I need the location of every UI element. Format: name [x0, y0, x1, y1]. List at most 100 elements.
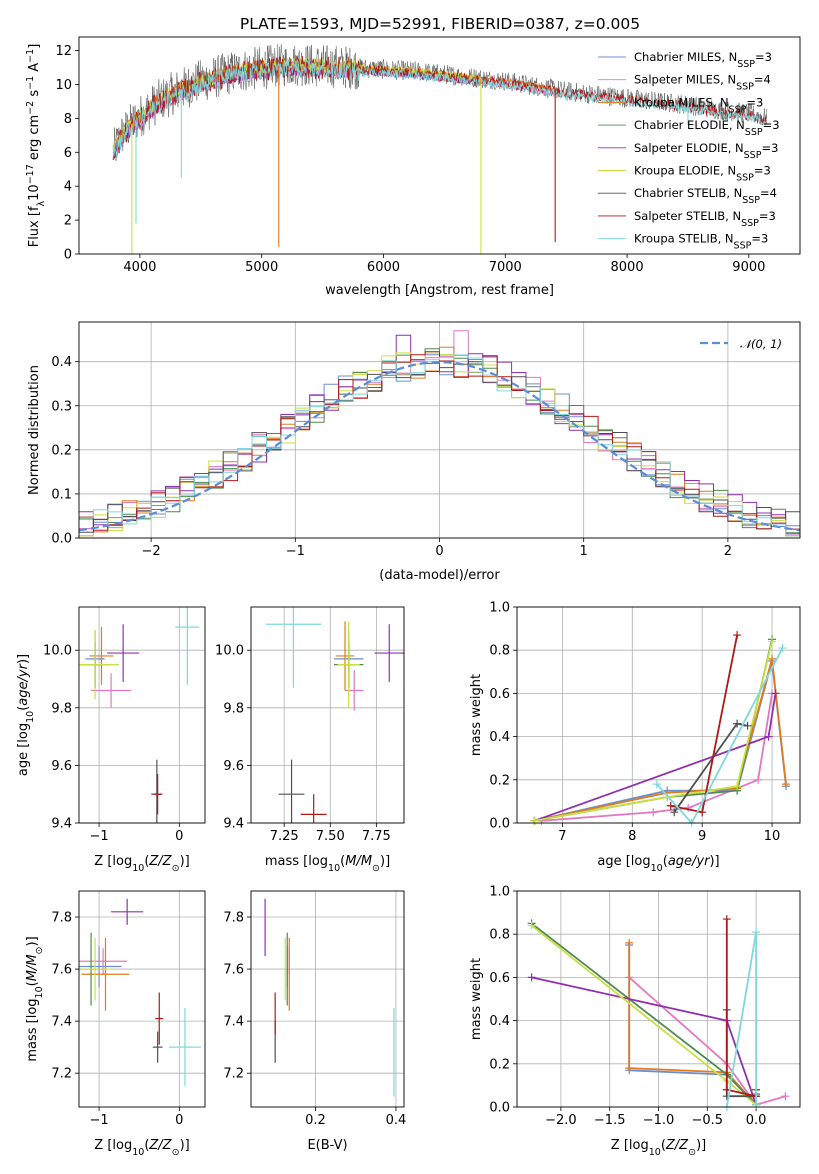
y-tick-label: 0.6 — [489, 971, 510, 986]
x-tick-label: −1 — [286, 544, 305, 559]
axes-spectrum: 4000 5000 6000 7000 8000 9000 0 2 4 6 8 10 12 wavelen… — [25, 44, 780, 298]
y-tick-label: 9.8 — [223, 701, 244, 716]
legend-label-part: SSP — [736, 172, 754, 183]
spectrum-line — [112, 58, 768, 158]
plus-marker — [649, 808, 658, 817]
x-tick-label: −1.5 — [594, 1113, 626, 1128]
x-tick-label: 0 — [175, 829, 183, 844]
y-tick-label: 0.2 — [489, 1057, 510, 1072]
legend-label-part: Chabrier ELODIE, N — [634, 118, 745, 132]
y-tick-label: 7.4 — [51, 1015, 72, 1030]
plus-marker — [752, 1100, 761, 1109]
legend-label: Chabrier MILES, NSSP=3 — [634, 50, 772, 70]
y-axis-label-part: −1 — [25, 49, 36, 63]
legend-label-part: =3 — [751, 232, 768, 246]
y-tick-label: 7.4 — [223, 1015, 244, 1030]
x-tick-label: 0 — [435, 544, 443, 559]
x-axis-label-part: ( — [144, 854, 149, 869]
x-axis-label-part: ( — [144, 1138, 149, 1153]
x-tick-label: 8000 — [611, 260, 644, 275]
x-axis-label: (data-model)/error — [379, 568, 500, 583]
legend-label: Salpeter STELIB, NSSP=3 — [634, 209, 776, 229]
legend-label: Salpeter MILES, NSSP=4 — [634, 73, 771, 93]
y-tick-label: 8 — [64, 112, 72, 127]
x-axis-label-part: Z/Z — [665, 1138, 689, 1153]
plus-marker — [527, 921, 536, 930]
y-tick-label: 12 — [55, 44, 72, 59]
y-tick-label: 2 — [64, 214, 72, 229]
legend-label-part: =3 — [759, 209, 776, 223]
age_vs_Z-frame — [78, 606, 206, 824]
series-line — [656, 647, 784, 823]
x-axis-label-part: )] — [180, 1138, 190, 1153]
y-tick-label: 0.8 — [489, 928, 510, 943]
y-tick-label: 7.8 — [223, 911, 244, 926]
x-tick-label: 0.0 — [746, 1113, 767, 1128]
x-tick-label: 4000 — [123, 260, 156, 275]
legend-label-part: Salpeter STELIB, N — [634, 209, 741, 223]
legend-label-part: =4 — [760, 186, 777, 200]
y-axis-label-part: ( — [25, 981, 40, 986]
x-tick-label: 7.25 — [270, 829, 299, 844]
axes-mass_vs_ebv: 0.2 0.4 7.2 7.4 7.6 7.8 E(B-V) — [223, 891, 406, 1153]
y-axis-label-part: M/M — [25, 954, 40, 981]
plus-marker — [666, 801, 675, 810]
y-axis-label-part: −1 — [25, 76, 36, 90]
legend-label-part: =3 — [754, 164, 771, 178]
y-axis-label-part: ( — [16, 706, 31, 711]
axes-age_vs_mass: 7.25 7.50 7.75 9.4 9.6 9.8 10.0 mass [log10(M/M… — [215, 607, 404, 874]
legend-label-part: SSP — [744, 149, 762, 160]
x-tick-label: 8 — [628, 829, 636, 844]
x-tick-label: 7000 — [489, 260, 522, 275]
x-tick-label: −1 — [89, 1113, 108, 1128]
y-axis-label-part: λ — [36, 200, 47, 206]
legend-label: Chabrier ELODIE, NSSP=3 — [634, 118, 780, 138]
plus-marker — [771, 689, 780, 698]
y-axis-label-part: ⊙ — [34, 947, 45, 955]
y-axis-label-part: erg cm — [27, 115, 42, 164]
legend-label-part: =3 — [761, 141, 778, 155]
plus-marker — [625, 938, 634, 947]
y-axis-label-part: 10 — [34, 986, 45, 998]
legend-label-part: SSP — [745, 127, 763, 138]
legend-label-part: =3 — [763, 118, 780, 132]
y-axis-label: mass weight — [469, 674, 484, 756]
y-tick-label: 0.6 — [489, 687, 510, 702]
y-tick-label: 9.4 — [223, 817, 244, 832]
x-tick-label: 5000 — [245, 260, 278, 275]
axes-age_vs_Z: −1 09.49.69.810.0Z [log10(Z/Z⊙)]age [log1… — [16, 607, 205, 874]
plus-marker — [754, 775, 763, 784]
x-tick-label: 0.4 — [386, 1113, 407, 1128]
plus-marker — [778, 644, 787, 653]
y-axis-label-part: 10 — [25, 711, 36, 723]
x-axis-label-part: Z [log — [94, 1138, 132, 1153]
residuals-frame — [78, 321, 801, 539]
y-axis-label-part: mass [log — [25, 998, 40, 1061]
legend-label: Kroupa STELIB, NSSP=3 — [634, 232, 768, 252]
x-tick-label: −2.0 — [545, 1113, 577, 1128]
x-axis-label-part: )] — [696, 1138, 706, 1153]
y-axis-label-part: ] — [27, 44, 42, 49]
x-axis-label-part: ⊙ — [172, 863, 180, 874]
plus-marker — [733, 782, 742, 791]
x-axis-label-part: Z [log — [94, 854, 132, 869]
legend-label-part: Kroupa ELODIE, N — [634, 164, 736, 178]
x-axis-label-part: ⊙ — [372, 863, 380, 874]
legend-label-part: SSP — [742, 195, 760, 206]
y-tick-label: 0.3 — [51, 399, 72, 414]
x-tick-label: −0.5 — [692, 1113, 724, 1128]
y-tick-label: 7.2 — [51, 1067, 72, 1082]
x-tick-label: 7 — [558, 829, 566, 844]
series-line — [628, 976, 786, 1106]
figure-title: PLATE=1593, MJD=52991, FIBERID=0387, z=0… — [240, 15, 640, 33]
plus-marker — [530, 816, 539, 825]
legend-label-part: Salpeter MILES, N — [634, 73, 736, 87]
y-tick-label: 0.4 — [489, 1014, 510, 1029]
x-axis-label: Z [log10(Z/Z⊙)] — [94, 1138, 189, 1158]
x-axis-label: Z [log10(Z/Z⊙)] — [611, 1138, 706, 1158]
y-tick-label: 0 — [64, 248, 72, 263]
y-tick-label: 9.4 — [51, 817, 72, 832]
plus-marker — [752, 928, 761, 937]
x-axis-label-part: Z/Z — [148, 854, 172, 869]
